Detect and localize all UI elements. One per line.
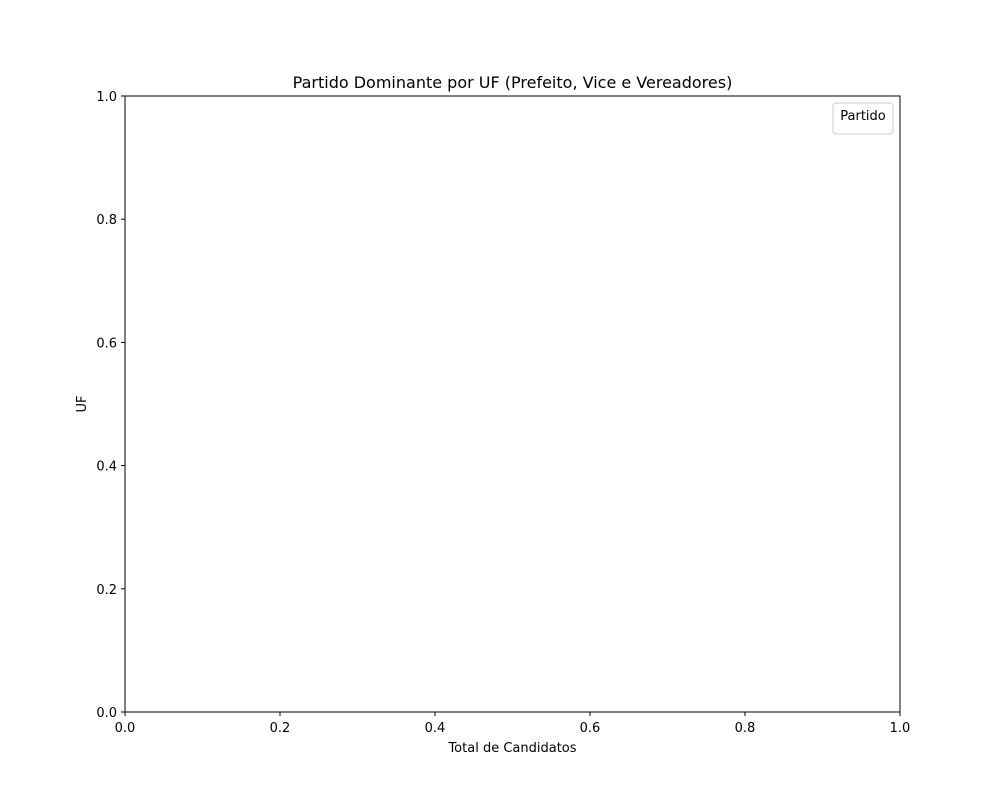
legend-title: Partido: [840, 109, 886, 124]
y-tick-label: 0.6: [96, 336, 117, 351]
y-tick-label: 0.2: [96, 583, 117, 598]
legend-frame: [832, 102, 894, 135]
y-tick-label: 0.0: [96, 706, 117, 721]
x-axis-ticks: 0.0 0.2 0.4 0.6 0.8 1.0: [115, 712, 911, 736]
x-tick-label: 1.0: [890, 721, 911, 736]
x-tick-label: 0.0: [115, 721, 136, 736]
x-tick-label: 0.6: [580, 721, 601, 736]
x-tick-label: 0.2: [270, 721, 291, 736]
plot-frame: [124, 95, 901, 713]
y-axis-label: UF: [75, 396, 90, 413]
x-axis-label: Total de Candidatos: [447, 741, 576, 756]
plot-area: [124, 95, 901, 713]
plot-background: [125, 96, 900, 712]
y-axis-ticks: 0.0 0.2 0.4 0.6 0.8 1.0: [96, 90, 125, 721]
y-tick-label: 0.4: [96, 460, 117, 475]
y-tick-label: 0.8: [96, 213, 117, 228]
y-tick-label: 1.0: [96, 90, 117, 105]
x-tick-label: 0.4: [425, 721, 446, 736]
legend: Partido: [832, 102, 894, 135]
x-tick-label: 0.8: [735, 721, 756, 736]
chart-title: Partido Dominante por UF (Prefeito, Vice…: [293, 73, 733, 92]
